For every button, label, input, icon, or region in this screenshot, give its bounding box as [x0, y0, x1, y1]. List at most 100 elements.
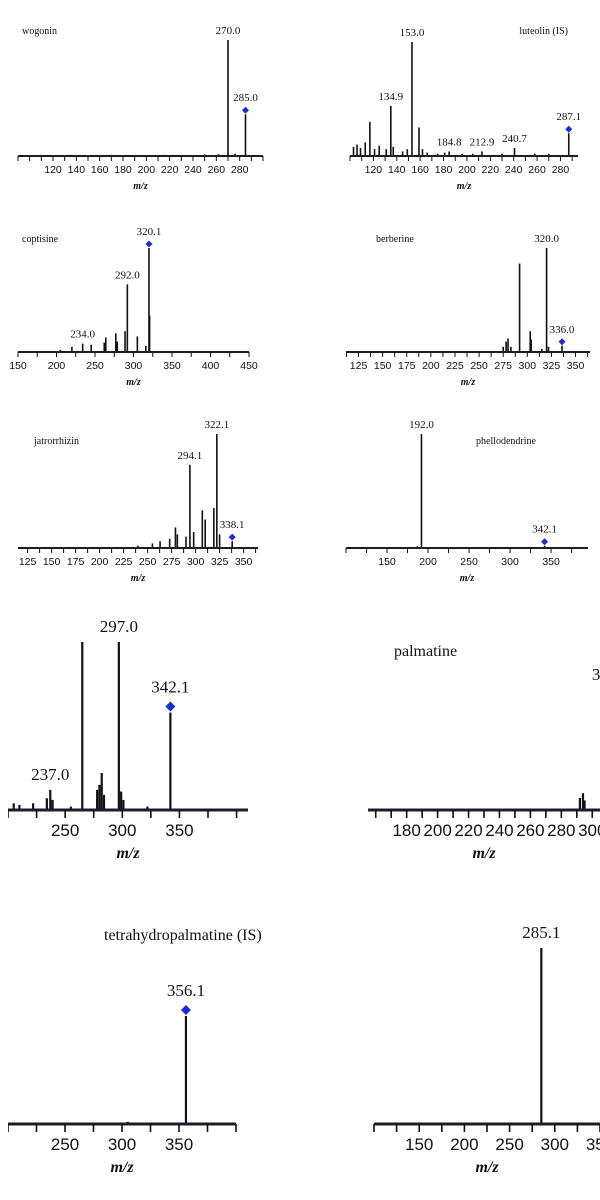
peak-label: 294.1 [178, 450, 203, 462]
x-tick-label: 350 [567, 360, 585, 372]
x-tick-label: 120 [44, 164, 62, 176]
x-axis-label: m/z [460, 573, 475, 584]
x-tick-label: 240 [184, 164, 202, 176]
x-tick-label: 350 [542, 556, 560, 568]
spectrum-svg: palmatine 308 180200220240260280300 m/z [368, 643, 600, 862]
spectrum-title: luteolin (IS) [519, 26, 568, 37]
peak-label: 285.1 [522, 923, 560, 942]
x-tick-label: 260 [208, 164, 226, 176]
precursor-marker [180, 1005, 191, 1015]
spectrum-svg: jatrorrhizin 322.1 294.1 338.1 125 150 175 200 2… [18, 419, 258, 584]
spectrum-title: coptisine [22, 234, 59, 245]
x-tick-label: 220 [454, 821, 482, 840]
x-tick-label: 220 [161, 164, 179, 176]
x-tick-label: 200 [450, 1135, 478, 1154]
peak-label: 287.1 [556, 111, 581, 123]
x-tick-label: 250 [495, 1135, 523, 1154]
x-tick-label: 200 [422, 360, 440, 372]
spectrum-svg: phellodendrine 192.0 342.1 150 200 250 300 350 m… [345, 419, 588, 584]
x-axis-label: m/z [116, 845, 140, 862]
peak-label: 336.0 [550, 324, 575, 336]
peak-label: 356.1 [167, 981, 205, 1000]
peak-label: 234.0 [70, 329, 95, 341]
x-tick-label: 350 [163, 360, 181, 372]
precursor-marker [242, 106, 249, 114]
x-tick-label: 150 [378, 556, 396, 568]
x-tick-label: 350 [165, 1135, 193, 1154]
x-tick-label: 200 [423, 821, 451, 840]
spectrum-title: tetrahydropalmatine (IS) [104, 927, 262, 944]
x-axis-label: m/z [126, 377, 141, 388]
spectrum-svg: berberine 320.0 336.0 125 150 175 200 225 250 275… [345, 233, 590, 388]
spectrum-title: phellodendrine [476, 436, 537, 447]
peak-label: 322.1 [204, 419, 229, 431]
x-tick-label: 150 [405, 1135, 433, 1154]
x-tick-label: 280 [552, 164, 570, 176]
peak-label: 192.0 [409, 419, 434, 431]
x-tick-label: 280 [231, 164, 249, 176]
x-tick-label: 180 [392, 821, 420, 840]
x-tick-label: 275 [163, 556, 181, 568]
precursor-marker [565, 125, 573, 133]
peak-label: 134.9 [378, 91, 403, 103]
x-tick-label: 250 [86, 360, 104, 372]
spectrum-panel: jatrorrhizin 322.1 294.1 338.1 125 150 175 200 2… [8, 410, 270, 596]
x-tick-label: 240 [485, 821, 513, 840]
x-tick-label: 200 [48, 360, 66, 372]
spectrum-svg: 285.1 150 200 250 300 350 m/z [373, 923, 600, 1176]
peak-label: 212.9 [470, 136, 495, 148]
peak-label: 184.8 [437, 136, 462, 148]
spectrum-title: jatrorrhizin [33, 436, 79, 447]
x-tick-label: 180 [114, 164, 132, 176]
spectrum-title: palmatine [394, 643, 457, 660]
x-tick-label: 200 [138, 164, 156, 176]
x-axis-label: m/z [461, 377, 476, 388]
x-tick-label: 300 [108, 1135, 136, 1154]
x-tick-label: 250 [460, 556, 478, 568]
x-tick-label: 450 [240, 360, 258, 372]
precursor-marker [145, 240, 153, 248]
peak-label: 308 [592, 665, 600, 684]
x-axis-label: m/z [457, 181, 472, 192]
x-tick-label: 140 [388, 164, 406, 176]
peak-label: 240.7 [502, 133, 527, 145]
peak-label: 297.0 [100, 617, 138, 636]
peak-label: 342.1 [151, 678, 189, 697]
spectrum-svg: 297.0 342.1 237.0 250 300 350 m/z [7, 617, 248, 862]
precursor-marker [228, 533, 236, 541]
x-tick-label: 275 [494, 360, 512, 372]
x-tick-label: 250 [139, 556, 157, 568]
precursor-marker [541, 538, 549, 546]
precursor-marker [558, 338, 566, 346]
spectrum-panel: coptisine 320.1 292.0 234.0 150 200 250 300 350 4… [8, 222, 270, 400]
x-axis-label: m/z [472, 845, 496, 862]
x-tick-label: 350 [165, 821, 193, 840]
peak-label: 342.1 [532, 524, 557, 536]
x-tick-label: 225 [446, 360, 464, 372]
x-axis-label: m/z [110, 1159, 134, 1176]
x-tick-label: 180 [435, 164, 453, 176]
x-tick-label: 300 [108, 821, 136, 840]
spectrum-svg: coptisine 320.1 292.0 234.0 150 200 250 300 350 4… [9, 226, 258, 388]
spectrum-svg: wogonin 270.0 285.0 120 140 160 180 200 220 240 26… [17, 25, 264, 192]
peak-label: 320.1 [137, 226, 162, 238]
spectrum-svg: tetrahydropalmatine (IS) 356.1 250 300 350 m/… [7, 927, 262, 1176]
peak-label: 285.0 [233, 92, 258, 104]
x-tick-label: 300 [519, 360, 537, 372]
x-tick-label: 175 [67, 556, 85, 568]
x-tick-label: 325 [543, 360, 561, 372]
x-tick-label: 220 [482, 164, 500, 176]
x-tick-label: 400 [202, 360, 220, 372]
spectrum-panel: 297.0 342.1 237.0 250 300 350 m/z [7, 600, 270, 890]
spectrum-panel: wogonin 270.0 285.0 120 140 160 180 200 220 240 26… [8, 8, 270, 200]
x-tick-label: 250 [51, 1135, 79, 1154]
x-tick-label: 325 [211, 556, 229, 568]
x-axis-label: m/z [131, 573, 146, 584]
x-tick-label: 300 [125, 360, 143, 372]
x-tick-label: 260 [528, 164, 546, 176]
peak-label: 153.0 [400, 27, 425, 39]
spectrum-panel: berberine 320.0 336.0 125 150 175 200 225 250 275… [338, 222, 600, 400]
x-tick-label: 150 [9, 360, 27, 372]
spectrum-panel: luteolin (IS) 153.0 134.9 184.8 212.9 240.7 28… [338, 8, 600, 200]
peak-label: 292.0 [115, 269, 140, 281]
